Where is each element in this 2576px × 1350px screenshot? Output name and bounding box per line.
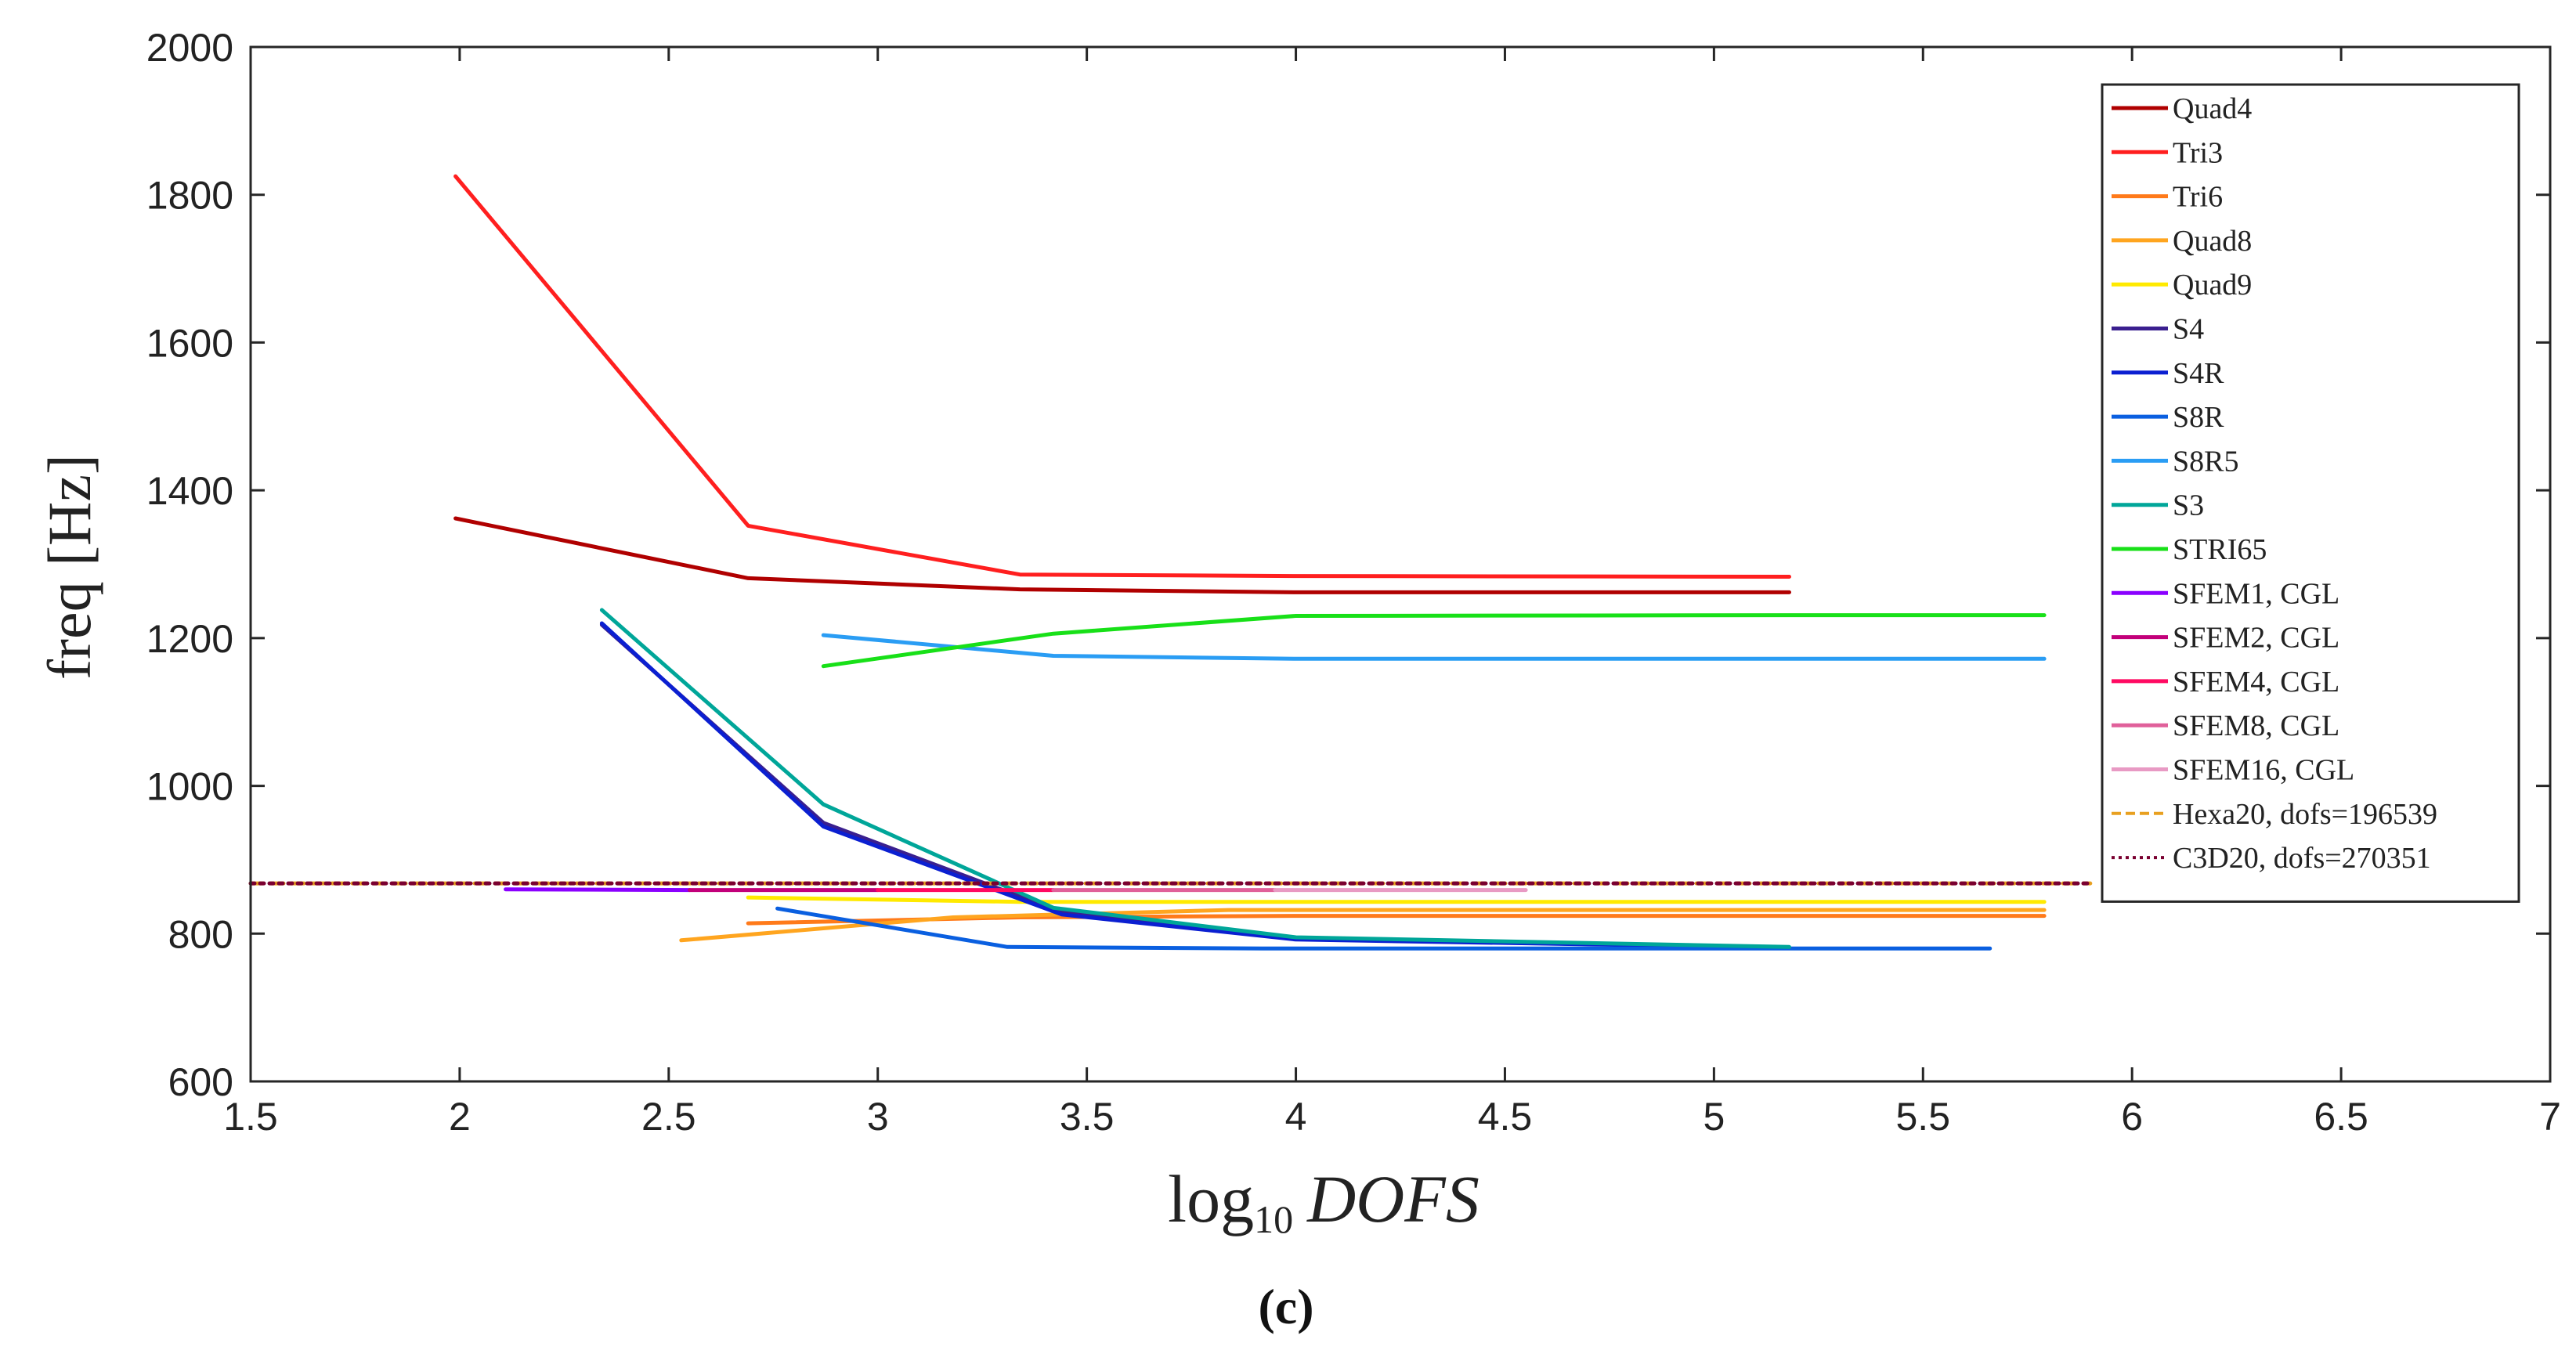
legend-label-s3: S3 (2173, 489, 2204, 522)
legend-label-s8r5: S8R5 (2173, 445, 2238, 478)
legend-label-quad4: Quad4 (2173, 92, 2252, 125)
legend-box (2101, 83, 2520, 903)
x-tick-label: 6 (2121, 1095, 2143, 1139)
series-line-s3 (599, 608, 1791, 949)
series-line-tri3 (453, 174, 1791, 579)
x-tick-label: 3 (867, 1095, 889, 1139)
x-tick-label: 1.5 (223, 1095, 278, 1139)
x-tick-label: 6.5 (2314, 1095, 2368, 1139)
series-line-quad9 (746, 895, 2047, 904)
y-tick-label: 1200 (146, 617, 233, 661)
y-tick-label: 1400 (146, 469, 233, 513)
series-line-s8r (775, 906, 1993, 951)
x-tick-label: 4.5 (1478, 1095, 1533, 1139)
x-axis-label-sub: 10 (1254, 1197, 1293, 1241)
x-axis-label-var: DOFS (1306, 1161, 1479, 1236)
legend-label-quad8: Quad8 (2173, 225, 2252, 258)
series-line-s8r5 (821, 633, 2047, 661)
legend-label-sfem1-cgl: SFEM1, CGL (2173, 577, 2339, 610)
y-tick-label: 1600 (146, 321, 233, 365)
series-line-quad8 (679, 908, 2047, 943)
x-tick-label: 3.5 (1060, 1095, 1115, 1139)
legend-label-sfem16-cgl: SFEM16, CGL (2173, 754, 2354, 787)
legend-label-s4r: S4R (2173, 357, 2224, 390)
tick-layer (249, 45, 2552, 1083)
tick-label-layer: 1.5 2 2.5 3 3.5 4 4.5 5 5.5 6 6.5 7 600 800 1000 1200 14… (146, 26, 2561, 1139)
legend-label-sfem8-cgl: SFEM8, CGL (2173, 709, 2339, 742)
y-tick-label: 1800 (146, 174, 233, 218)
y-tick-label: 2000 (146, 26, 233, 70)
x-tick-label: 5 (1703, 1095, 1725, 1139)
legend-label-sfem4-cgl: SFEM4, CGL (2173, 666, 2339, 698)
series-line-quad4 (453, 516, 1791, 594)
legend: Quad4 Tri3 Tri6 Quad8 Quad9 S4 S4R S8R S8R5 S3 STR… (2101, 83, 2520, 903)
y-tick-label: 800 (168, 912, 233, 956)
y-axis-label: freq [Hz] (35, 454, 103, 680)
legend-label-quad9: Quad9 (2173, 269, 2252, 301)
legend-label-tri3: Tri3 (2173, 136, 2223, 169)
x-tick-label: 5.5 (1896, 1095, 1951, 1139)
x-axis-label: log10 DOFS (1168, 1161, 1479, 1241)
legend-label-tri6: Tri6 (2173, 181, 2223, 214)
legend-label-s8r: S8R (2173, 401, 2224, 434)
legend-label-s4: S4 (2173, 313, 2204, 346)
figure-caption: (c) (1258, 1279, 1313, 1334)
series-line-stri65 (821, 613, 2047, 669)
y-tick-label: 1000 (146, 765, 233, 809)
axes-box (249, 45, 2552, 1083)
legend-label-sfem2-cgl: SFEM2, CGL (2173, 622, 2339, 655)
x-tick-label: 2 (449, 1095, 471, 1139)
legend-label-c3d20-dofs-270351: C3D20, dofs=270351 (2173, 842, 2431, 875)
x-axis-label-log: log (1168, 1161, 1254, 1236)
y-tick-label: 600 (168, 1060, 233, 1104)
series-layer (248, 174, 2093, 951)
legend-label-stri65: STRI65 (2173, 533, 2267, 566)
legend-label-hexa20-dofs-196539: Hexa20, dofs=196539 (2173, 798, 2437, 831)
x-tick-label: 2.5 (641, 1095, 696, 1139)
x-tick-label: 7 (2539, 1095, 2561, 1139)
x-tick-label: 4 (1285, 1095, 1307, 1139)
